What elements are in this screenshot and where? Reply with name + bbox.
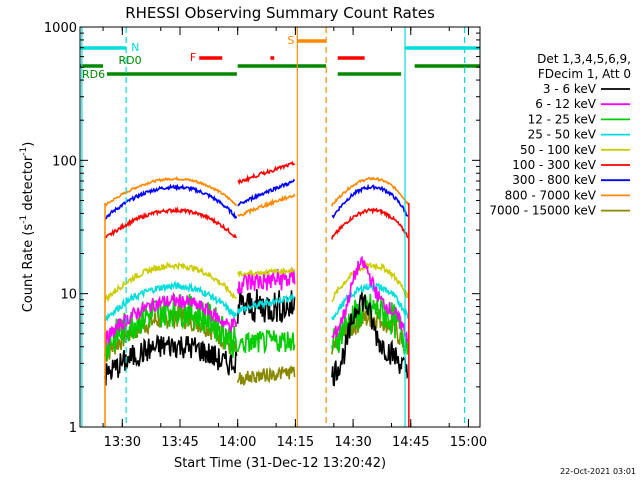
x-axis-label: Start Time (31-Dec-12 13:20:42) (174, 456, 386, 471)
series-line-12-25keV (104, 293, 238, 361)
series-line-50-100keV (331, 261, 409, 303)
series-line-mid-100-300keV (237, 160, 296, 186)
series-line-6-12keV (331, 255, 409, 344)
flag-label-s: S (287, 34, 294, 47)
series-line-3-6keV (331, 292, 409, 387)
x-tick-label: 13:45 (161, 435, 198, 450)
series-line-6-12keV (104, 291, 238, 347)
y-label-end: ) (21, 142, 36, 147)
series-line-mid-25-50keV (236, 294, 296, 316)
legend-label: 6 - 12 keV (535, 97, 597, 111)
y-tick-label: 100 (52, 154, 77, 169)
series-line-3-6keV (104, 334, 238, 386)
x-tick-label: 13:30 (104, 435, 141, 450)
flag-label-rd6: RD6 (82, 68, 105, 81)
series-line-mid-800-7000keV (237, 193, 296, 217)
legend-header-line-1: Det 1,3,4,5,6,9, (537, 52, 631, 66)
x-tick-label: 14:15 (277, 435, 314, 450)
y-tick-label: 10 (60, 288, 77, 303)
x-tick-label: 14:00 (219, 435, 256, 450)
series-line-25-50keV (104, 280, 238, 322)
chart-title: RHESSI Observing Summary Count Rates (125, 4, 435, 22)
y-tick-label: 1000 (44, 21, 77, 36)
plot-frame (79, 26, 481, 428)
series-line-800-7000keV (104, 176, 238, 207)
y-label-main: Count Rate (s (21, 224, 36, 313)
legend-label: 12 - 25 keV (528, 112, 597, 126)
legend-label: 100 - 300 keV (512, 158, 596, 172)
flag-label-f: F (190, 51, 196, 64)
series-line-12-25keV (331, 293, 409, 355)
series-line-300-800keV (331, 183, 409, 219)
series-lines (104, 160, 410, 427)
legend-label: 25 - 50 keV (528, 128, 597, 142)
legend-label: 3 - 6 keV (543, 82, 597, 96)
series-line-300-800keV (104, 183, 238, 220)
flag-bars: N S F RD0 RD6 (80, 34, 480, 81)
series-line-100-300keV (104, 206, 238, 239)
legend: Det 1,3,4,5,6,9, FDecim 1, Att 0 3 - 6 k… (489, 52, 631, 218)
series-line-800-7000keV (331, 176, 409, 207)
series-line-mid-6-12keV (236, 267, 296, 294)
y-label-mid: detector (21, 155, 36, 215)
series-line-100-300keV (331, 207, 409, 240)
series-line-mid-12-25keV (236, 329, 296, 355)
legend-label: 50 - 100 keV (520, 143, 597, 157)
series-line-mid-7000-15000keV (236, 364, 296, 386)
flag-label-n: N (131, 41, 139, 54)
series-line-mid-50-100keV (237, 266, 296, 279)
footer-date: 22-Oct-2021 03:01 (560, 467, 636, 476)
x-tick-label: 14:30 (334, 435, 371, 450)
legend-header-line-2: FDecim 1, Att 0 (538, 67, 631, 81)
legend-label: 7000 - 15000 keV (489, 204, 596, 218)
x-tick-label: 15:00 (450, 435, 487, 450)
y-label-sup1: -1 (19, 215, 29, 224)
vertical-markers (81, 27, 466, 427)
y-axis-label: Count Rate (s-1 detector-1) (19, 142, 36, 313)
series-line-mid-300-800keV (237, 178, 296, 207)
y-tick-label: 1 (69, 421, 77, 436)
flag-label-rd0: RD0 (118, 54, 141, 67)
legend-label: 300 - 800 keV (512, 173, 596, 187)
series-line-50-100keV (104, 261, 237, 303)
axis-ticks: 13:30 13:45 14:00 14:15 14:30 14:45 15:00 1 10 10… (44, 21, 487, 450)
x-tick-label: 14:45 (392, 435, 429, 450)
series-line-25-50keV (331, 280, 409, 320)
legend-label: 800 - 7000 keV (505, 188, 597, 202)
y-label-sup2: -1 (19, 147, 29, 156)
